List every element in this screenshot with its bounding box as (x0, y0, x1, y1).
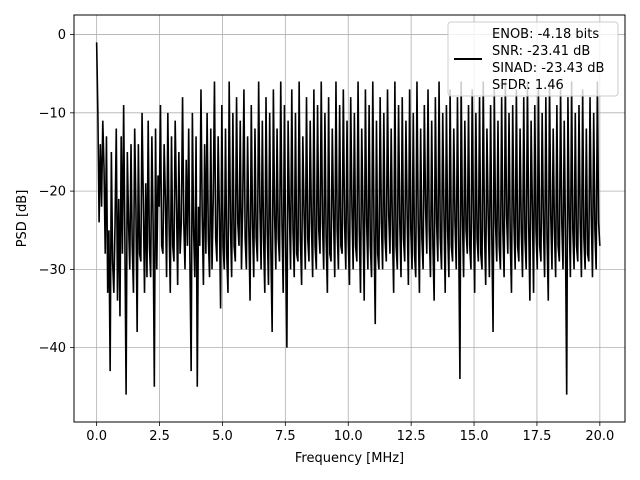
y-axis-ticks: 0 −10 −20 −30 −40 (39, 28, 74, 356)
x-tick-label: 7.5 (275, 429, 296, 444)
legend-box (447, 21, 619, 97)
y-tick-label: −10 (39, 106, 66, 121)
x-tick-label: 0.0 (86, 429, 107, 444)
x-tick-label: 5.0 (212, 429, 233, 444)
legend: ENOB: -4.18 bits SNR: -23.41 dB SINAD: -… (447, 21, 619, 97)
legend-entry-sfdr: SFDR: 1.46 (492, 78, 564, 93)
psd-series-line (95, 42, 601, 395)
y-tick-label: −20 (39, 185, 66, 200)
x-tick-label: 10.0 (334, 429, 363, 444)
x-tick-label: 20.0 (585, 429, 614, 444)
y-tick-label: 0 (58, 28, 66, 43)
x-tick-label: 2.5 (149, 429, 170, 444)
plot-series (95, 42, 601, 395)
legend-entry-snr: SNR: -23.41 dB (492, 44, 590, 59)
x-axis-label: Frequency [MHz] (295, 451, 404, 466)
plot-area-frame (73, 14, 626, 423)
x-tick-label: 15.0 (460, 429, 489, 444)
x-tick-label: 17.5 (522, 429, 551, 444)
legend-entry-sinad: SINAD: -23.43 dB (492, 61, 604, 76)
x-axis-ticks: 0.0 2.5 5.0 7.5 10.0 12.5 15.0 17.5 20.0 (86, 422, 614, 444)
legend-entry-enob: ENOB: -4.18 bits (492, 27, 599, 42)
y-tick-label: −40 (39, 341, 66, 356)
y-tick-label: −30 (39, 263, 66, 278)
y-axis-label: PSD [dB] (15, 190, 30, 248)
x-tick-label: 12.5 (397, 429, 426, 444)
